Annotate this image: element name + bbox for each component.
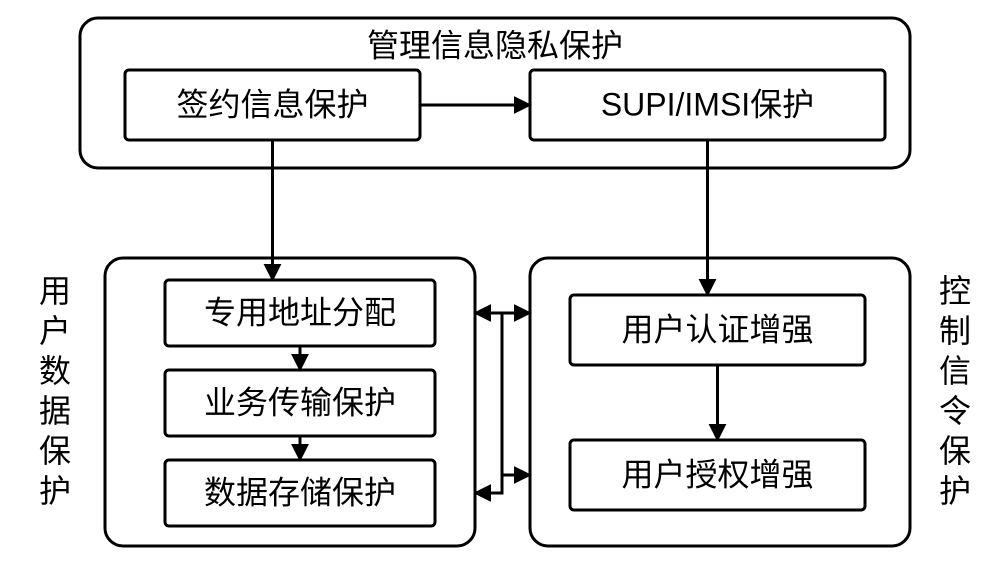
group-sidelabel-ctrl-1: 制 (939, 313, 971, 349)
node-label-supi: SUPI/IMSI保护 (601, 86, 814, 122)
node-label-auth: 用户认证增强 (621, 311, 813, 347)
node-label-trans: 业务传输保护 (204, 384, 396, 420)
group-sidelabel-userdata-2: 数 (39, 353, 71, 389)
group-sidelabel-ctrl-5: 护 (939, 473, 971, 509)
node-label-addr: 专用地址分配 (204, 294, 396, 330)
group-title-mgmt: 管理信息隐私保护 (367, 27, 623, 63)
group-sidelabel-ctrl-0: 控 (939, 273, 971, 309)
node-label-store: 数据存储保护 (204, 474, 396, 510)
group-sidelabel-userdata-5: 护 (39, 473, 71, 509)
group-sidelabel-userdata-3: 据 (39, 393, 71, 429)
node-label-authz: 用户授权增强 (621, 456, 813, 492)
group-sidelabel-userdata-0: 用 (39, 273, 71, 309)
group-sidelabel-userdata-4: 保 (39, 433, 71, 469)
edge-bracket-left (475, 313, 502, 493)
edge-bracket-right (502, 313, 530, 475)
group-sidelabel-ctrl-4: 保 (939, 433, 971, 469)
group-sidelabel-ctrl-2: 信 (939, 353, 971, 389)
node-label-sign: 签约信息保护 (176, 86, 368, 122)
group-sidelabel-userdata-1: 户 (39, 313, 71, 349)
group-sidelabel-ctrl-3: 令 (939, 393, 971, 429)
